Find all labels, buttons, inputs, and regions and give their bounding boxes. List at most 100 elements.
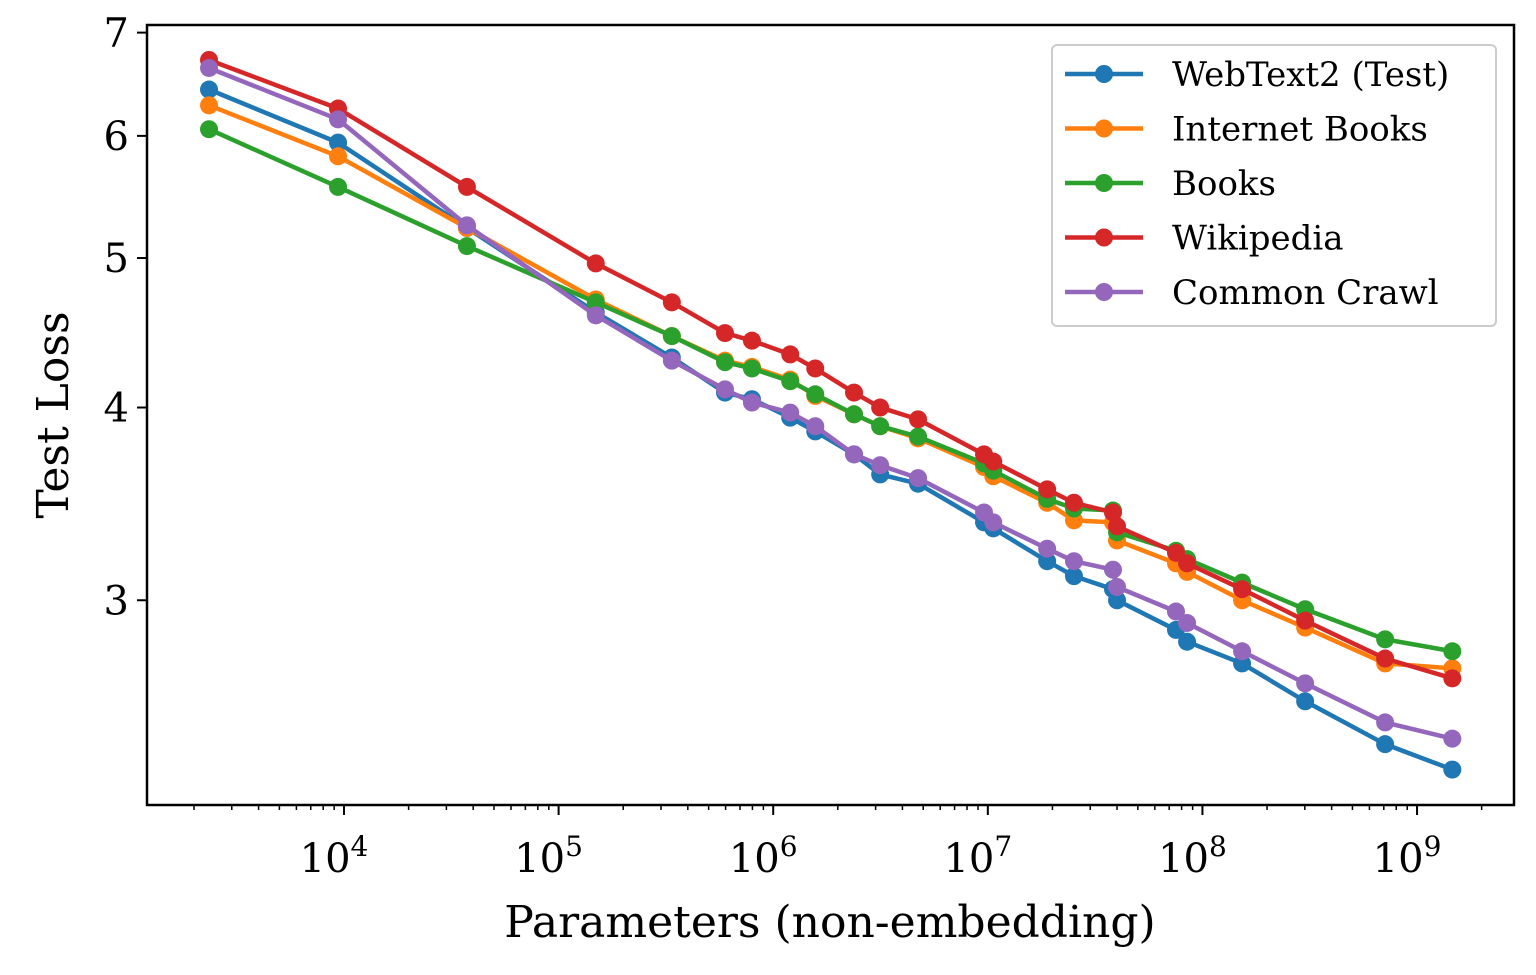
data-point [909, 427, 928, 446]
data-point [662, 327, 681, 346]
data-point [871, 398, 890, 417]
data-point [1376, 630, 1395, 649]
data-point [200, 96, 219, 115]
data-point [1376, 735, 1395, 754]
y-tick-label: 5 [104, 236, 129, 282]
x-tick-base: 10 [729, 836, 780, 882]
data-point [845, 445, 864, 464]
data-point [1443, 642, 1462, 661]
x-tick-exponent: 6 [780, 830, 798, 863]
data-point [845, 383, 864, 402]
series-line [208, 57, 1453, 681]
data-point [845, 405, 864, 424]
data-point [715, 380, 734, 399]
series-common-crawl [200, 58, 1462, 748]
plot-frame [145, 23, 1516, 807]
data-point [200, 120, 219, 139]
data-point [1233, 642, 1252, 661]
data-point [1443, 729, 1462, 748]
data-point [1064, 493, 1083, 512]
data-point [781, 372, 800, 391]
legend-item: Wikipedia [1065, 219, 1344, 259]
data-point [871, 417, 890, 436]
legend-item: Internet Books [1065, 110, 1428, 150]
series-layer [200, 50, 1462, 779]
data-point [909, 410, 928, 429]
data-point [1103, 560, 1122, 579]
data-point [586, 254, 605, 273]
series-line [208, 127, 1453, 654]
data-point [329, 147, 348, 166]
series-line [208, 65, 1453, 741]
x-tick-label: 108 [1158, 830, 1227, 882]
data-point [1443, 669, 1462, 688]
data-point [1038, 539, 1057, 558]
data-point [1376, 713, 1395, 732]
x-tick-exponent: 5 [565, 830, 583, 863]
data-point [1038, 480, 1057, 499]
data-point [1064, 567, 1083, 586]
x-axis: 104 105 106 107 108 109 [193, 805, 1483, 882]
data-point [1296, 692, 1315, 711]
data-point [457, 237, 476, 256]
legend-label: Internet Books [1172, 110, 1428, 150]
y-tick-label: 4 [104, 386, 129, 432]
legend-marker [1095, 283, 1113, 301]
legend: WebText2 (Test) Internet Books Books Wikipe… [1051, 44, 1497, 327]
data-point [1443, 760, 1462, 779]
data-point [1178, 613, 1197, 632]
legend-marker [1095, 174, 1113, 192]
data-point [662, 351, 681, 370]
y-tick-label: 6 [104, 114, 129, 160]
data-point [329, 133, 348, 152]
data-point [1178, 632, 1197, 651]
series-wikipedia [200, 50, 1462, 688]
x-tick-base: 10 [1158, 836, 1209, 882]
data-point [586, 293, 605, 312]
data-point [984, 513, 1003, 532]
data-point [871, 456, 890, 475]
data-point [909, 469, 928, 488]
data-point [806, 385, 825, 404]
data-point [1108, 591, 1127, 610]
data-point [457, 177, 476, 196]
y-tick-label: 3 [104, 578, 129, 624]
data-point [806, 359, 825, 378]
x-tick-label: 105 [514, 830, 583, 882]
x-tick-base: 10 [514, 836, 565, 882]
legend-label: Wikipedia [1172, 219, 1344, 259]
legend-label: WebText2 (Test) [1172, 55, 1449, 95]
data-point [1103, 503, 1122, 522]
data-point [200, 58, 219, 77]
data-point [984, 452, 1003, 471]
x-tick-label: 106 [729, 830, 798, 882]
x-tick-exponent: 8 [1209, 830, 1227, 863]
data-point [200, 80, 219, 99]
series-line [208, 87, 1454, 772]
data-point [742, 359, 761, 378]
legend-marker [1095, 228, 1113, 247]
data-point [781, 345, 800, 364]
data-point [1178, 554, 1197, 573]
data-point [586, 306, 605, 325]
legend-label: Common Crawl [1172, 273, 1439, 313]
data-point [1376, 649, 1395, 668]
data-point [457, 216, 476, 235]
data-point [1166, 602, 1185, 621]
data-point [329, 110, 348, 129]
data-point [1038, 552, 1057, 571]
x-tick-label: 109 [1373, 830, 1442, 882]
legend-box [1051, 44, 1497, 327]
data-point [715, 324, 734, 343]
x-tick-label: 107 [943, 830, 1012, 882]
y-axis-label: Test Loss [28, 311, 79, 518]
legend-item: Books [1065, 164, 1276, 204]
x-tick-exponent: 4 [351, 830, 369, 863]
x-axis-label: Parameters (non-embedding) [504, 897, 1155, 948]
x-tick-base: 10 [300, 836, 351, 882]
data-point [715, 353, 734, 372]
legend-label: Books [1172, 164, 1276, 204]
data-point [1108, 577, 1127, 596]
y-axis: 3 4 5 6 7 [104, 11, 147, 624]
